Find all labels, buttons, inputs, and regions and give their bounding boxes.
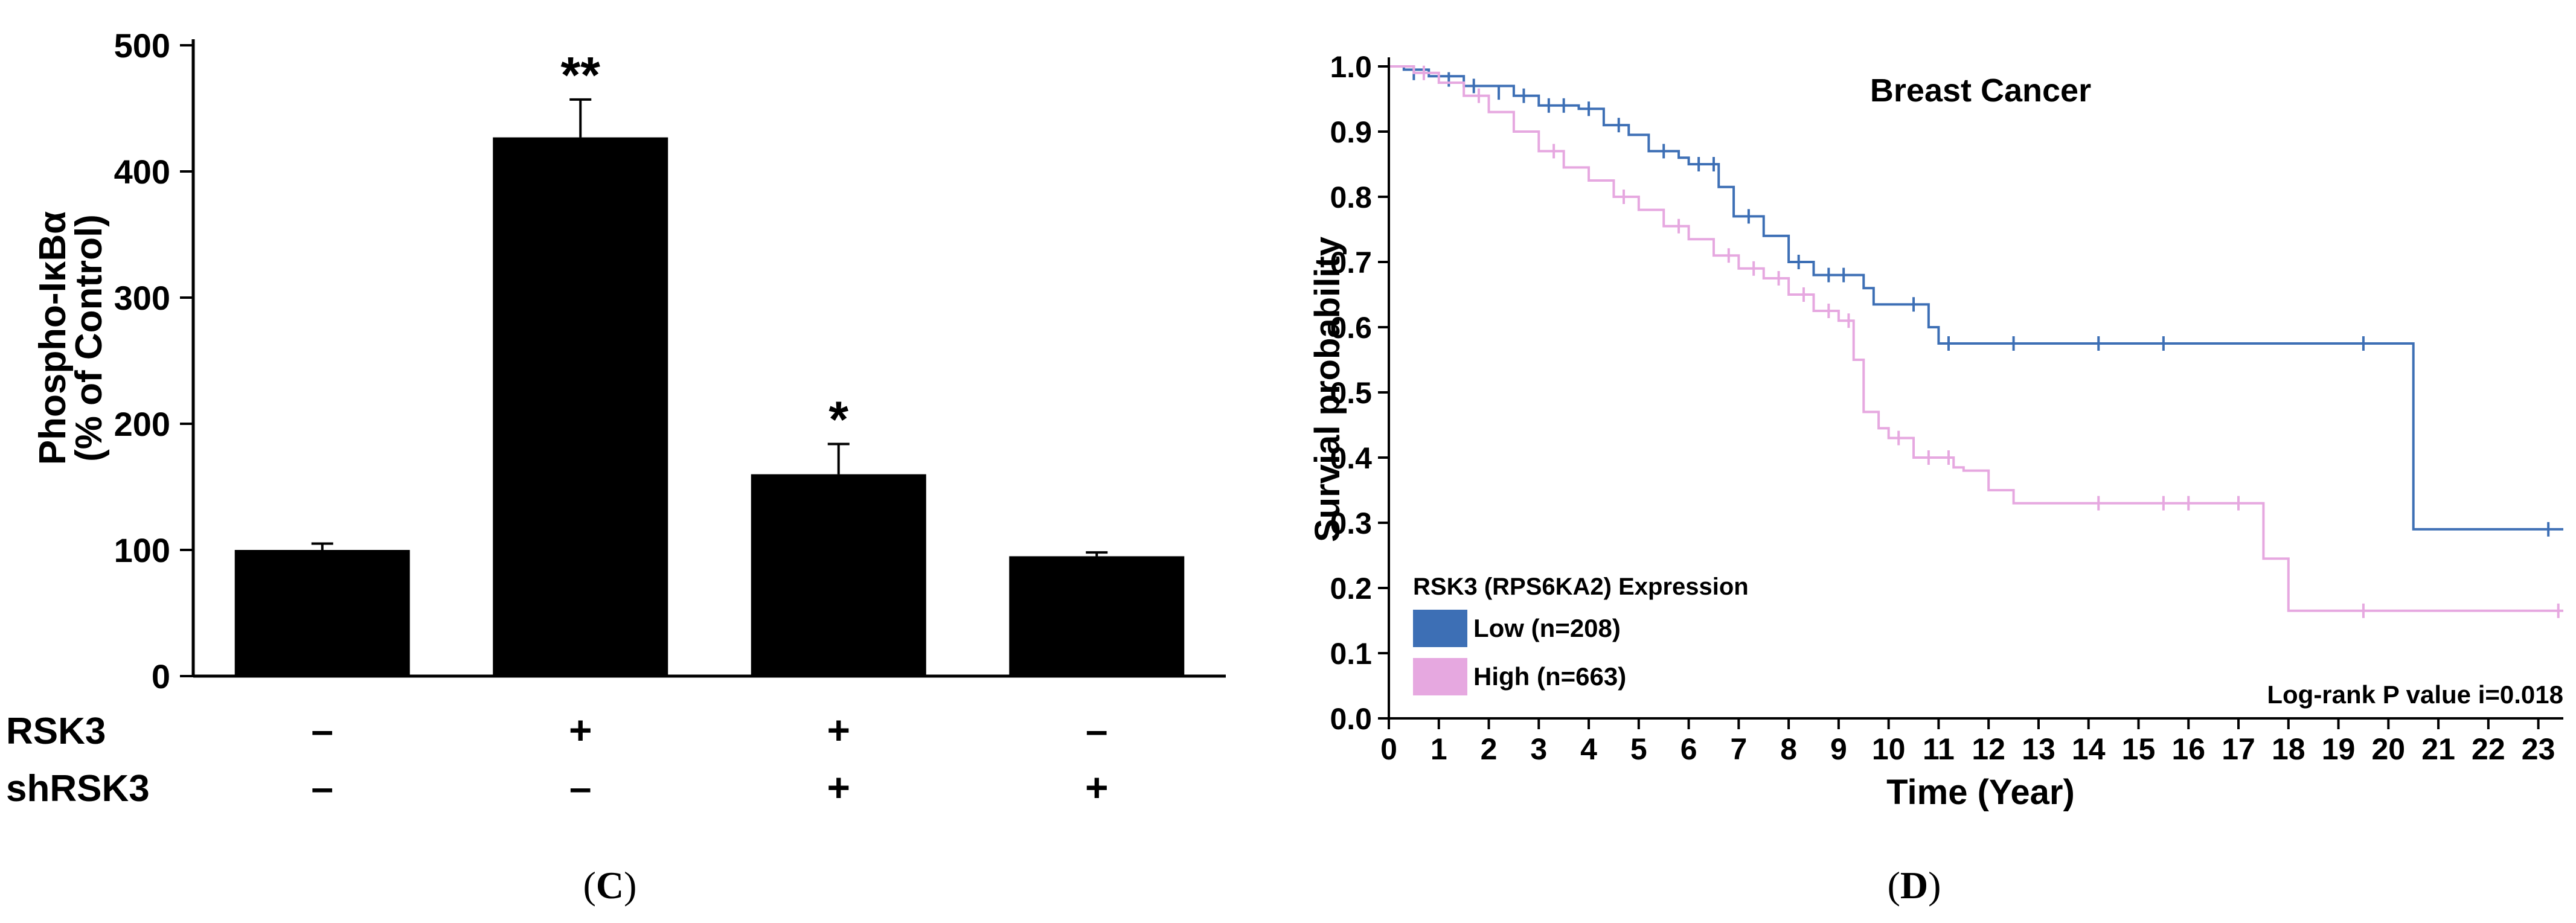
y-tick-label: 0.9 — [1330, 115, 1372, 149]
y-tick-label: 0.3 — [1330, 506, 1372, 540]
axes — [191, 39, 1226, 678]
condition-sign: – — [311, 707, 333, 752]
panel-label-d: (D) — [1888, 864, 1941, 907]
y-tick-label: 0 — [152, 657, 170, 695]
x-tick-label: 16 — [2171, 732, 2205, 766]
y-axis-label-group: Phospho-IκBα (% of Control) — [32, 211, 110, 465]
y-tick-label: 1.0 — [1330, 50, 1372, 84]
panel-letter: D — [1900, 864, 1928, 907]
x-tick-label: 10 — [1872, 732, 1906, 766]
y-tick-label: 300 — [114, 279, 170, 317]
y-tick-label: 500 — [114, 27, 170, 65]
legend-swatch-high — [1413, 658, 1467, 695]
condition-sign: + — [1085, 765, 1109, 810]
x-tick-label: 6 — [1680, 732, 1697, 766]
x-tick-label: 21 — [2421, 732, 2455, 766]
y-axis-ticks: 0.0 0.1 0.2 0.3 0.4 0.5 0.6 0.7 0.8 0.9 1.0 — [1330, 50, 1389, 736]
x-tick-label: 15 — [2122, 732, 2156, 766]
x-tick-label: 1 — [1431, 732, 1447, 766]
y-axis-ticks: 0 100 200 300 400 500 — [114, 27, 193, 695]
y-tick-label: 0.6 — [1330, 311, 1372, 345]
x-tick-label: 3 — [1530, 732, 1547, 766]
significance-marker: ** — [561, 46, 601, 103]
condition-label: RSK3 — [6, 711, 106, 752]
x-tick-label: 0 — [1380, 732, 1397, 766]
x-tick-label: 19 — [2322, 732, 2356, 766]
y-tick-label: 200 — [114, 405, 170, 443]
x-tick-label: 14 — [2072, 732, 2106, 766]
y-tick-label: 0.1 — [1330, 637, 1372, 671]
legend: RSK3 (RPS6KA2) Expression Low (n=208) Hi… — [1413, 573, 1749, 695]
y-tick-label: 0.2 — [1330, 572, 1372, 605]
chart-title: Breast Cancer — [1870, 72, 2091, 109]
x-tick-label: 9 — [1830, 732, 1847, 766]
x-tick-label: 4 — [1580, 732, 1597, 766]
bar-chart-panel: Phospho-IκBα (% of Control) 0 100 200 300 40… — [6, 27, 1226, 907]
survival-curves — [1389, 65, 2563, 618]
condition-sign: – — [569, 765, 592, 810]
x-tick-label: 13 — [2022, 732, 2055, 766]
condition-table: RSK3 – + + – shRSK3 – – + + — [6, 707, 1109, 810]
bar — [1009, 556, 1185, 676]
survival-curve — [1389, 65, 2563, 531]
y-tick-label: 0.5 — [1330, 376, 1372, 410]
x-tick-label: 5 — [1630, 732, 1647, 766]
y-axis-label: Phospho-IκBα — [32, 211, 74, 465]
x-tick-label: 22 — [2472, 732, 2505, 766]
condition-sign: – — [1086, 707, 1108, 752]
x-tick-label: 18 — [2272, 732, 2305, 766]
legend-title: RSK3 (RPS6KA2) Expression — [1413, 573, 1749, 600]
condition-label: shRSK3 — [6, 768, 150, 810]
bar — [751, 474, 926, 676]
condition-sign: + — [827, 765, 850, 810]
bar-series: *** — [234, 46, 1185, 676]
y-tick-label: 400 — [114, 153, 170, 191]
condition-sign: – — [311, 765, 333, 810]
x-tick-label: 23 — [2522, 732, 2555, 766]
y-tick-label: 0.0 — [1330, 702, 1372, 736]
bar — [493, 137, 668, 676]
x-axis-label: Time (Year) — [1886, 773, 2075, 812]
panel-label-c: (C) — [583, 864, 637, 907]
x-tick-label: 8 — [1780, 732, 1797, 766]
y-tick-label: 0.4 — [1330, 441, 1372, 475]
x-tick-label: 20 — [2372, 732, 2406, 766]
x-tick-label: 12 — [1972, 732, 2005, 766]
x-axis-ticks: 0 1 2 3 4 5 6 7 8 9 10 11 12 13 14 15 16 17 18 19 20 21 22 23 — [1380, 718, 2555, 766]
significance-marker: * — [828, 391, 848, 447]
survival-curve — [1389, 65, 2563, 612]
x-tick-label: 7 — [1730, 732, 1747, 766]
condition-sign: + — [569, 707, 592, 752]
p-value-annotation: Log-rank P value i=0.018 — [2267, 680, 2563, 709]
y-tick-label: 100 — [114, 531, 170, 569]
y-tick-label: 0.8 — [1330, 180, 1372, 214]
condition-sign: + — [827, 707, 850, 752]
survival-chart-panel: Breast Cancer Survial probability 0.0 0.1… — [1308, 50, 2563, 907]
bar — [234, 550, 410, 676]
legend-entry-high: High (n=663) — [1473, 662, 1626, 691]
panel-letter: C — [596, 864, 624, 907]
y-axis-label-unit: (% of Control) — [68, 214, 110, 462]
y-tick-label: 0.7 — [1330, 246, 1372, 279]
legend-swatch-low — [1413, 610, 1467, 647]
x-tick-label: 11 — [1923, 732, 1955, 766]
x-tick-label: 17 — [2222, 732, 2255, 766]
y-axis-label: Survial probability — [1308, 237, 1347, 542]
legend-entry-low: Low (n=208) — [1473, 614, 1621, 642]
x-tick-label: 2 — [1481, 732, 1498, 766]
axes — [1388, 57, 2563, 720]
